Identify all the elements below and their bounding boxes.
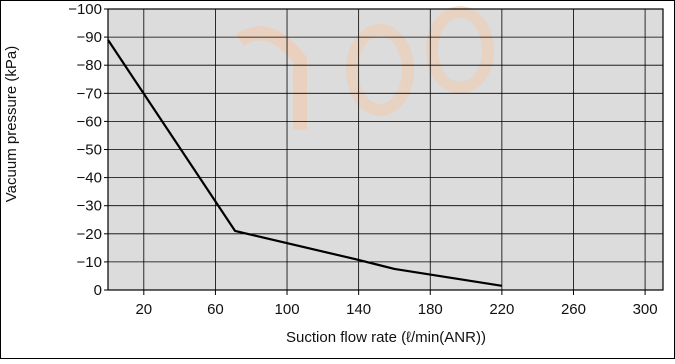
watermark: [236, 6, 494, 130]
y-tick-label: −80: [77, 57, 102, 74]
y-tick-label: −100: [68, 1, 102, 18]
y-tick-label: −30: [77, 198, 102, 215]
x-tick-label: 220: [489, 301, 514, 318]
series-layer: [107, 39, 503, 287]
y-tick-label: −40: [77, 170, 102, 187]
y-tick-label: −20: [77, 226, 102, 243]
x-tick-label: 300: [633, 301, 658, 318]
x-tick-label: 180: [418, 301, 443, 318]
x-tick-label: 140: [346, 301, 371, 318]
x-axis-title: Suction flow rate (ℓ/min(ANR)): [286, 329, 486, 346]
watermark-stroke: [236, 26, 307, 130]
y-axis-title: Vacuum pressure (kPa): [3, 46, 20, 202]
x-tick-label: 20: [135, 301, 152, 318]
y-tick-label: −10: [77, 254, 102, 271]
x-tick-label: 260: [561, 301, 586, 318]
x-tick-label: 100: [275, 301, 300, 318]
watermark-stroke: [426, 6, 494, 94]
y-tick-label: −70: [77, 85, 102, 102]
y-tick-label: 0: [94, 282, 102, 299]
y-tick-label: −60: [77, 113, 102, 130]
y-tick-label: −90: [77, 29, 102, 46]
grid: [108, 8, 663, 291]
x-tick-label: 60: [207, 301, 224, 318]
watermark-stroke: [346, 24, 414, 116]
y-tick-label: −50: [77, 142, 102, 159]
series-line: [107, 39, 503, 287]
ticks: 20 60 100 140 180 220 260 300−100−90−80−70−60−5…: [68, 1, 657, 318]
